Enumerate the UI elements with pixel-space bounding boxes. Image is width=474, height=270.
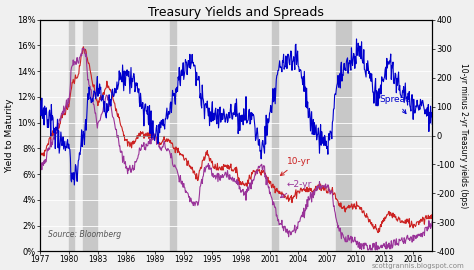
Text: Spread: Spread — [380, 95, 411, 114]
Title: Treasury Yields and Spreads: Treasury Yields and Spreads — [148, 6, 324, 19]
Y-axis label: Yield to Maturity: Yield to Maturity — [6, 98, 15, 173]
Bar — [83, 20, 97, 251]
Bar — [69, 20, 73, 251]
Bar — [170, 20, 176, 251]
Text: Source: Bloomberg: Source: Bloomberg — [48, 230, 121, 239]
Bar — [272, 20, 278, 251]
Text: 10-yr: 10-yr — [280, 157, 310, 176]
Y-axis label: 10-yr minus 2-yr Treasury yields (bps): 10-yr minus 2-yr Treasury yields (bps) — [459, 63, 468, 208]
Text: ←2-yr: ←2-yr — [281, 180, 312, 198]
Bar — [336, 20, 351, 251]
Text: scottgrannis.blogspot.com: scottgrannis.blogspot.com — [372, 263, 465, 269]
